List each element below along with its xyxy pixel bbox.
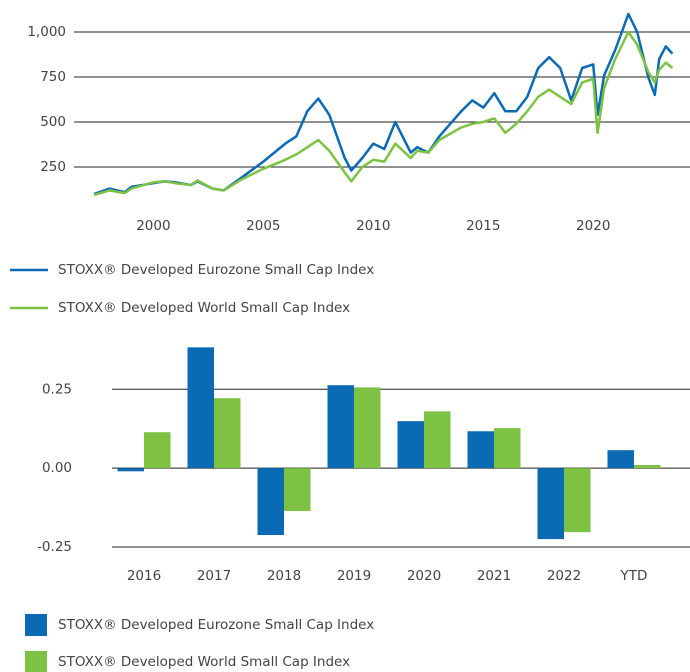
x-tick-label: 2020 bbox=[407, 568, 441, 584]
bar bbox=[634, 465, 661, 469]
x-tick-label: 2022 bbox=[547, 568, 581, 584]
x-tick-label: 2000 bbox=[136, 218, 170, 234]
bar bbox=[494, 428, 521, 469]
bar bbox=[537, 468, 564, 540]
bar bbox=[327, 385, 354, 469]
x-tick-label: YTD bbox=[620, 568, 648, 584]
x-tick-label: 2010 bbox=[356, 218, 390, 234]
bar bbox=[607, 450, 634, 469]
y-tick-label: 250 bbox=[40, 159, 66, 175]
legend-label: STOXX® Developed Eurozone Small Cap Inde… bbox=[58, 617, 374, 633]
bar bbox=[284, 468, 311, 512]
legend-label: STOXX® Developed World Small Cap Index bbox=[58, 654, 350, 670]
bar bbox=[397, 421, 424, 469]
legend-label: STOXX® Developed Eurozone Small Cap Inde… bbox=[58, 262, 374, 278]
bar bbox=[354, 387, 381, 469]
legend-label: STOXX® Developed World Small Cap Index bbox=[58, 300, 350, 316]
bar bbox=[187, 347, 214, 469]
y-tick-label: 500 bbox=[40, 114, 66, 130]
y-tick-label: -0.25 bbox=[37, 539, 72, 555]
bar bbox=[117, 468, 144, 472]
line-series bbox=[93, 30, 674, 197]
legend-swatch bbox=[25, 651, 47, 672]
bar bbox=[424, 411, 451, 469]
bar bbox=[257, 468, 284, 536]
legend-swatch bbox=[25, 614, 47, 636]
bar bbox=[564, 468, 591, 533]
y-tick-label: 750 bbox=[40, 69, 66, 85]
x-tick-label: 2015 bbox=[466, 218, 500, 234]
x-tick-label: 2019 bbox=[337, 568, 371, 584]
bar bbox=[467, 431, 494, 469]
bar bbox=[214, 398, 241, 469]
x-tick-label: 2016 bbox=[127, 568, 161, 584]
y-tick-label: 0.25 bbox=[42, 381, 72, 397]
y-tick-label: 0.00 bbox=[42, 460, 72, 476]
x-tick-label: 2021 bbox=[477, 568, 511, 584]
x-tick-label: 2018 bbox=[267, 568, 301, 584]
x-tick-label: 2005 bbox=[246, 218, 280, 234]
bar bbox=[144, 432, 171, 469]
y-tick-label: 1,000 bbox=[27, 24, 66, 40]
x-tick-label: 2017 bbox=[197, 568, 231, 584]
x-tick-label: 2020 bbox=[576, 218, 610, 234]
